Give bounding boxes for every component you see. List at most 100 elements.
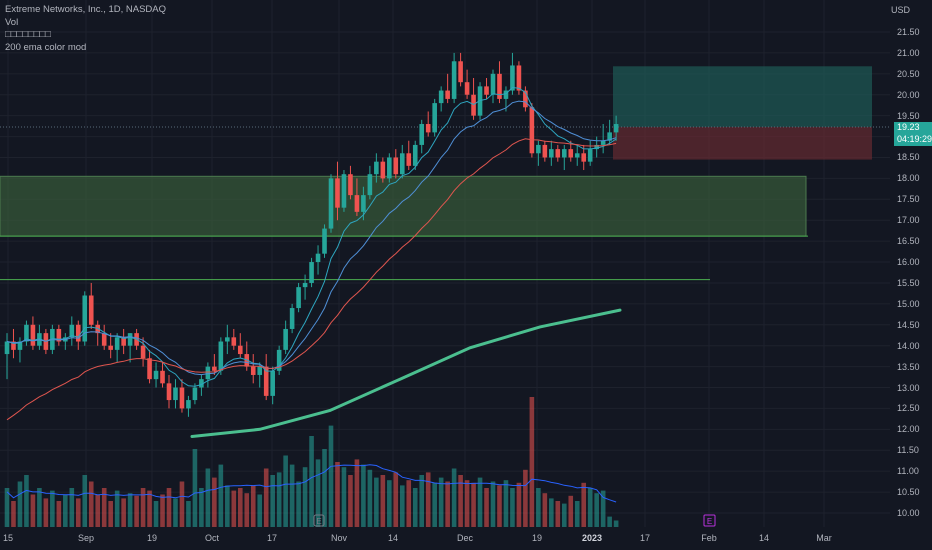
candle-body	[607, 132, 612, 141]
time-tick-label: 14	[387, 533, 399, 543]
candle-body	[561, 149, 567, 158]
ema-indicator-label[interactable]: 200 ema color mod	[5, 41, 87, 53]
volume-bar	[11, 501, 16, 527]
volume-bar	[140, 488, 146, 527]
volume-bar	[250, 485, 256, 527]
price-tick-label: 21.00	[897, 47, 920, 58]
volume-bar	[218, 464, 224, 527]
candle-body	[335, 178, 340, 208]
candle-body	[374, 161, 379, 175]
volume-bar	[529, 397, 535, 527]
price-tick-label: 17.00	[897, 215, 920, 226]
candle-body	[4, 341, 10, 355]
candle-body	[192, 387, 198, 401]
volume-bar	[341, 467, 347, 527]
price-tick-label: 18.50	[897, 152, 920, 163]
candle-body	[24, 324, 29, 342]
volume-bar	[309, 436, 314, 527]
candle-body	[121, 337, 126, 346]
volume-bar	[82, 475, 88, 527]
volume-bar	[322, 449, 327, 527]
candle-body	[302, 282, 308, 288]
price-tick-label: 20.00	[897, 89, 920, 100]
volume-bar	[458, 475, 463, 527]
ema-mid-line	[6, 100, 617, 376]
candle-body	[75, 324, 81, 342]
candle-body	[315, 253, 321, 263]
volume-bar	[121, 498, 126, 527]
volume-bar	[88, 481, 94, 527]
volume-bar	[490, 481, 496, 527]
candle-body	[263, 366, 269, 396]
volume-bar	[127, 493, 133, 527]
candle-body	[309, 262, 314, 283]
volume-bar	[69, 488, 75, 527]
volume-bar	[114, 490, 120, 527]
candle-body	[127, 333, 133, 346]
volume-bar	[199, 488, 204, 527]
candle-body	[542, 144, 548, 158]
price-tick-label: 11.00	[897, 466, 919, 477]
candle-body	[497, 73, 502, 99]
candle-body	[160, 370, 165, 384]
candle-body	[523, 90, 528, 108]
volume-bar	[147, 490, 152, 527]
candle-body	[270, 370, 275, 396]
volume-bar	[477, 477, 483, 527]
price-tick-label: 12.00	[897, 424, 920, 435]
price-tick-label: 11.50	[897, 445, 919, 456]
volume-bar	[24, 475, 29, 527]
candle-body	[348, 174, 353, 196]
last-price-tag: 19.23 04:19:29	[894, 122, 932, 146]
dividend-marker: E	[316, 517, 321, 526]
volume-bar	[445, 481, 450, 527]
earnings-marker: E	[707, 517, 712, 526]
candle-body	[387, 157, 392, 179]
candle-body	[101, 333, 107, 346]
price-tick-label: 14.50	[897, 319, 920, 330]
volume-bar	[380, 475, 386, 527]
candle-body	[328, 178, 334, 229]
volume-bar	[257, 494, 263, 527]
candle-body	[250, 366, 256, 375]
volume-bar	[568, 495, 574, 527]
volume-bar	[50, 490, 55, 527]
candle-body	[354, 195, 360, 212]
currency-label: USD	[890, 5, 910, 15]
volume-bar	[328, 425, 334, 527]
volume-ma-line	[6, 464, 617, 503]
candle-body	[594, 144, 599, 150]
price-tick-label: 14.00	[897, 340, 920, 351]
volume-bar	[108, 501, 113, 527]
time-tick-label: 17	[639, 533, 651, 543]
indicator-placeholder-label[interactable]: □□□□□□□□	[5, 29, 51, 40]
candle-body	[464, 82, 470, 95]
time-tick-label: 14	[758, 533, 770, 543]
volume-bar	[503, 480, 509, 527]
candle-body	[458, 61, 463, 83]
candle-body	[510, 65, 515, 91]
candle-body	[212, 366, 217, 371]
candle-body	[380, 161, 386, 179]
candle-body	[419, 124, 425, 145]
price-tick-label: 17.50	[897, 194, 920, 205]
volume-bar	[315, 459, 321, 527]
volume-bar	[425, 472, 431, 527]
volume-bar	[497, 485, 502, 527]
last-price-value: 19.23	[897, 122, 920, 132]
volume-bar	[600, 490, 606, 527]
candle-body	[82, 295, 88, 342]
candle-body	[574, 153, 580, 158]
symbol-title[interactable]: Extreme Networks, Inc., 1D, NASDAQ	[5, 4, 167, 15]
volume-bar	[205, 468, 211, 527]
time-tick-label: Dec	[456, 533, 474, 543]
volume-bar	[587, 488, 593, 527]
candle-body	[179, 387, 185, 409]
volume-bar	[484, 488, 489, 527]
volume-bar	[523, 469, 528, 527]
zone-stop	[613, 126, 872, 160]
volume-indicator-label[interactable]: Vol	[5, 16, 19, 28]
ema-slow-line	[6, 138, 617, 421]
volume-bar	[574, 501, 580, 527]
